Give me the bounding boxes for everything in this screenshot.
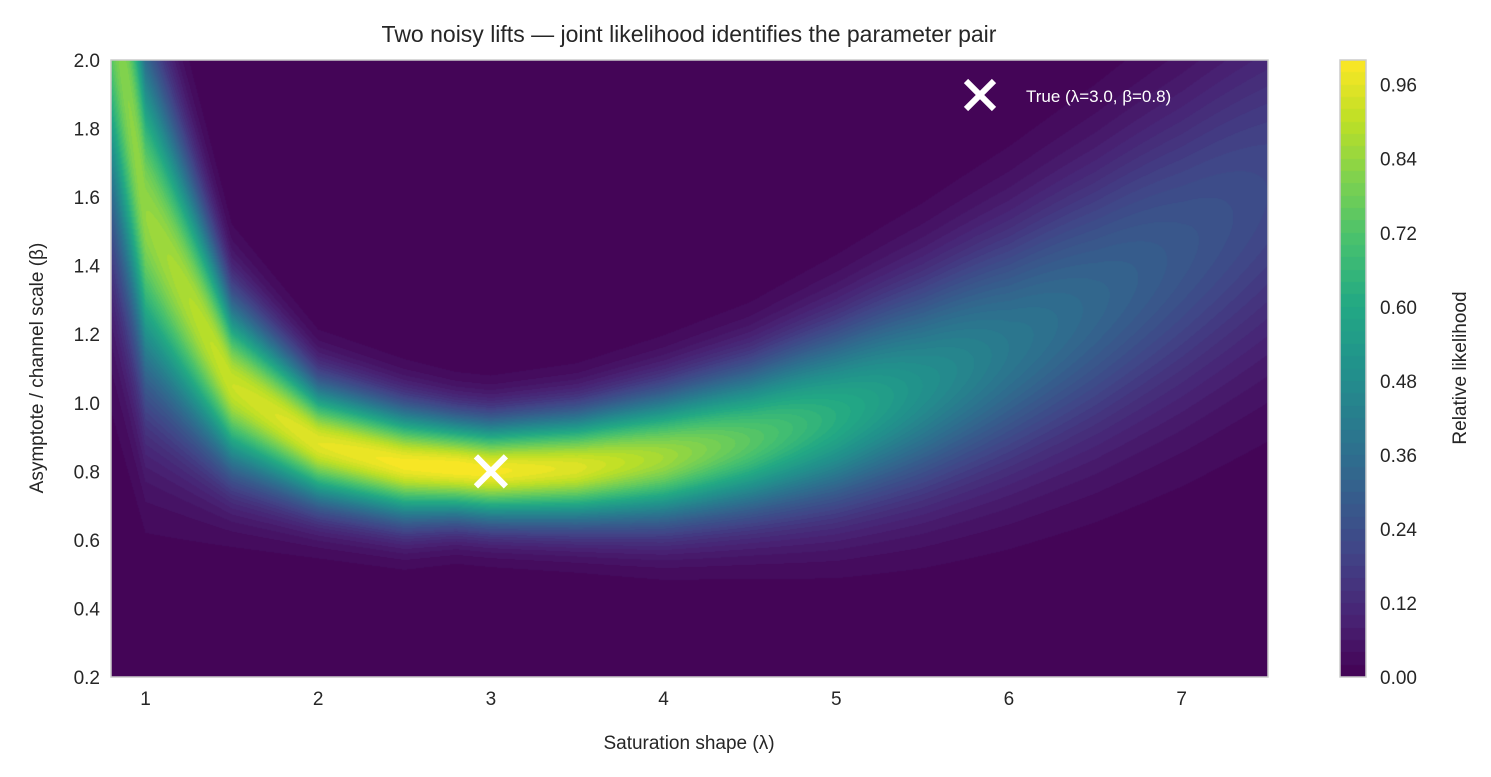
likelihood-surface (111, 60, 1268, 677)
y-tick-label: 0.2 (74, 668, 100, 689)
y-tick-label: 1.2 (74, 325, 100, 346)
x-tick-label: 3 (486, 689, 497, 710)
y-tick-label: 1.6 (74, 188, 100, 209)
x-axis-label: Saturation shape (λ) (603, 733, 774, 754)
y-tick-label: 0.4 (74, 599, 101, 620)
colorbar-tick-label: 0.84 (1380, 150, 1417, 171)
legend: True (λ=3.0, β=0.8) (963, 78, 1171, 112)
x-tick-label: 5 (831, 689, 842, 710)
x-axis-ticks: 1 2 3 4 5 6 7 (140, 689, 1187, 710)
true-parameter-marker (473, 454, 509, 489)
colorbar-gradient (1340, 60, 1366, 677)
y-axis-ticks: 0.2 0.4 0.6 0.8 1.0 1.2 1.4 1.6 1.8 2.0 (74, 51, 101, 689)
legend-label: True (λ=3.0, β=0.8) (1026, 87, 1171, 106)
colorbar-tick-label: 0.72 (1380, 224, 1417, 245)
x-tick-label: 6 (1004, 689, 1015, 710)
plot-frame (110, 59, 1269, 678)
colorbar-tick-label: 0.48 (1380, 372, 1417, 393)
y-tick-label: 0.6 (74, 531, 100, 552)
x-tick-label: 2 (313, 689, 324, 710)
marker-stroke (473, 454, 509, 489)
x-tick-label: 7 (1176, 689, 1187, 710)
colorbar-tick-label: 0.24 (1380, 520, 1417, 541)
colorbar-tick-label: 0.96 (1380, 76, 1417, 97)
y-axis-label: Asymptote / channel scale (β) (27, 243, 48, 494)
y-tick-label: 1.8 (74, 120, 100, 141)
colorbar-tick-label: 0.36 (1380, 446, 1417, 467)
y-tick-label: 0.8 (74, 462, 100, 483)
y-tick-label: 2.0 (74, 51, 100, 72)
colorbar-tick-label: 0.12 (1380, 594, 1417, 615)
chart-title: Two noisy lifts — joint likelihood ident… (382, 21, 997, 47)
colorbar-tick-label: 0.60 (1380, 298, 1417, 319)
x-tick-label: 1 (140, 689, 151, 710)
colorbar-tick-label: 0.00 (1380, 668, 1417, 689)
y-tick-label: 1.4 (74, 257, 101, 278)
colorbar-label: Relative likelihood (1450, 291, 1471, 444)
y-tick-label: 1.0 (74, 394, 100, 415)
colorbar-frame (1339, 59, 1367, 678)
legend-x-marker-icon (963, 78, 997, 112)
colorbar-ticks: 0.00 0.12 0.24 0.36 0.48 0.60 0.72 0.84 0.96 (1380, 76, 1417, 689)
x-tick-label: 4 (658, 689, 669, 710)
